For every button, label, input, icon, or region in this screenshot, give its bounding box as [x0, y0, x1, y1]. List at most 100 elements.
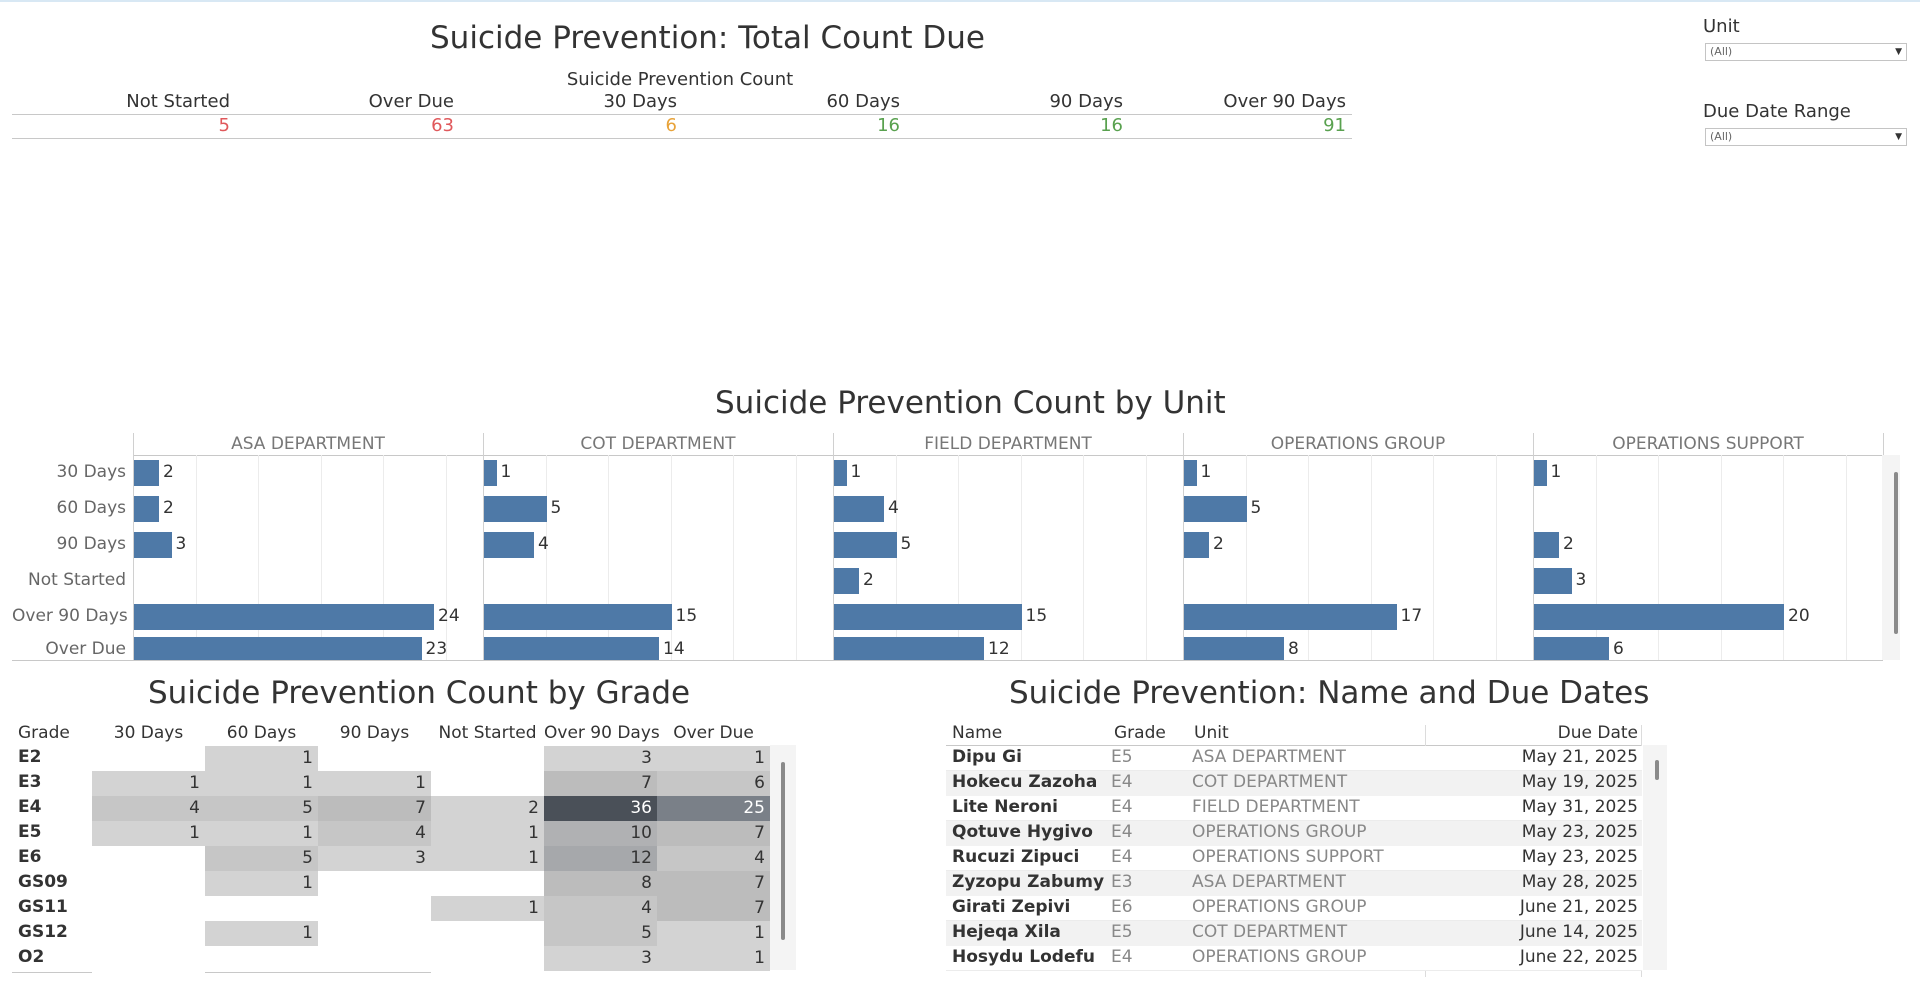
names-cell: COT DEPARTMENT	[1192, 922, 1348, 942]
names-cell[interactable]: Hosydu Lodefu	[952, 947, 1096, 967]
gridline	[383, 455, 384, 660]
gridline	[1083, 455, 1084, 660]
grade-cell: 1	[657, 946, 770, 971]
summary-count-value: 63	[431, 115, 454, 136]
names-cell: May 21, 2025	[1521, 747, 1638, 767]
table-row	[946, 821, 1642, 846]
bar	[834, 532, 897, 558]
names-cell: E4	[1111, 847, 1133, 867]
bar-value-label: 12	[988, 639, 1010, 659]
summary-bottom-divider	[12, 138, 1352, 139]
grade-label: E2	[18, 747, 42, 767]
bar	[834, 496, 884, 522]
bar-value-label: 15	[1025, 606, 1048, 626]
bar-value-label: 6	[1613, 639, 1624, 659]
names-cell[interactable]: Lite Neroni	[952, 797, 1058, 817]
names-cell[interactable]: Hokecu Zazoha	[952, 772, 1098, 792]
names-cell[interactable]: Zyzopu Zabumy	[952, 872, 1105, 892]
summary-count-value: 16	[877, 115, 900, 136]
bar-value-label: 2	[863, 570, 874, 590]
gridline	[195, 455, 197, 660]
gridline	[1720, 455, 1722, 660]
unit-filter-dropdown[interactable]: (All) ▼	[1705, 43, 1907, 61]
grade-label: O2	[18, 947, 45, 967]
grade-label: E5	[18, 822, 42, 842]
bar-value-label: 2	[163, 498, 174, 518]
names-cell[interactable]: Girati Zepivi	[952, 897, 1071, 917]
bar	[1184, 496, 1247, 522]
gridline	[1495, 455, 1497, 660]
table-row	[946, 746, 1642, 771]
grade-label: E6	[18, 847, 42, 867]
grade-cell: 1	[431, 846, 544, 871]
grade-cell: 3	[544, 746, 657, 771]
grade-cell: 1	[657, 921, 770, 946]
bar	[1534, 637, 1609, 660]
panel-header: OPERATIONS SUPPORT	[1612, 434, 1804, 454]
bar-value-label: 3	[175, 534, 187, 554]
bar-value-label: 3	[1575, 570, 1587, 590]
names-cell[interactable]: Qotuve Hygivo	[952, 822, 1093, 842]
gridline	[1145, 455, 1147, 660]
names-cell: E5	[1111, 747, 1133, 767]
chevron-down-icon: ▼	[1895, 132, 1902, 142]
names-cell: OPERATIONS GROUP	[1192, 822, 1367, 842]
grade-cell: 7	[318, 796, 431, 821]
names-cell: June 14, 2025	[1519, 922, 1638, 942]
bar-value-label: 23	[425, 639, 448, 659]
grade-cell: 7	[657, 896, 770, 921]
panel-divider	[133, 433, 134, 660]
names-cell: E4	[1111, 772, 1133, 792]
names-col-header: Unit	[1194, 723, 1229, 743]
names-table-scroll-thumb[interactable]	[1655, 760, 1659, 780]
panel-divider	[483, 433, 484, 660]
bar-value-label: 4	[888, 498, 899, 518]
grade-cell: 10	[544, 821, 657, 846]
summary-subtitle: Suicide Prevention Count	[566, 69, 794, 90]
unit-filter-label: Unit	[1703, 16, 1740, 37]
summary-col-header: Over Due	[368, 91, 454, 112]
summary-col-header: 90 Days	[1049, 91, 1123, 112]
grade-cell: 4	[318, 821, 431, 846]
gridline	[1370, 455, 1372, 660]
grade-cell: 6	[657, 771, 770, 796]
table-row	[946, 871, 1642, 896]
names-cell: E4	[1111, 947, 1133, 967]
category-label: Over Due	[45, 639, 126, 659]
bar	[484, 637, 659, 660]
grade-cell: 25	[657, 796, 770, 821]
bar	[1534, 460, 1547, 486]
grade-cell: 7	[657, 821, 770, 846]
bar	[834, 460, 847, 486]
gridline	[445, 455, 447, 660]
grade-cell: 7	[544, 771, 657, 796]
names-cell[interactable]: Dipu Gi	[952, 747, 1022, 767]
grade-cell: 1	[92, 771, 205, 796]
gridline	[1308, 455, 1309, 660]
bar	[484, 532, 534, 558]
names-col-header: Name	[952, 723, 1003, 743]
bar-value-label: 5	[550, 498, 562, 518]
names-cell: May 23, 2025	[1521, 822, 1638, 842]
top-border	[0, 0, 1920, 2]
gridline	[1595, 455, 1597, 660]
names-cell[interactable]: Rucuzi Zipuci	[952, 847, 1080, 867]
gridline	[1783, 455, 1784, 660]
names-cell: E5	[1111, 922, 1133, 942]
names-cell[interactable]: Hejeqa Xila	[952, 922, 1061, 942]
grade-cell: 8	[544, 871, 657, 896]
date-filter-dropdown[interactable]: (All) ▼	[1705, 128, 1907, 146]
table-row	[946, 921, 1642, 946]
bar	[834, 568, 859, 594]
grade-table-bottom-line	[12, 972, 92, 973]
grade-label: E4	[18, 797, 42, 817]
grade-cell: 1	[205, 771, 318, 796]
unit-chart-scroll-thumb[interactable]	[1894, 472, 1898, 634]
summary-col-header: 60 Days	[826, 91, 900, 112]
gridline	[670, 455, 672, 660]
names-header-divider	[946, 745, 1642, 746]
grade-table-scroll-thumb[interactable]	[781, 762, 785, 940]
bar-value-label: 1	[850, 462, 862, 482]
names-table-scrollbar[interactable]	[1643, 745, 1667, 970]
names-col-header: Grade	[1114, 723, 1166, 743]
